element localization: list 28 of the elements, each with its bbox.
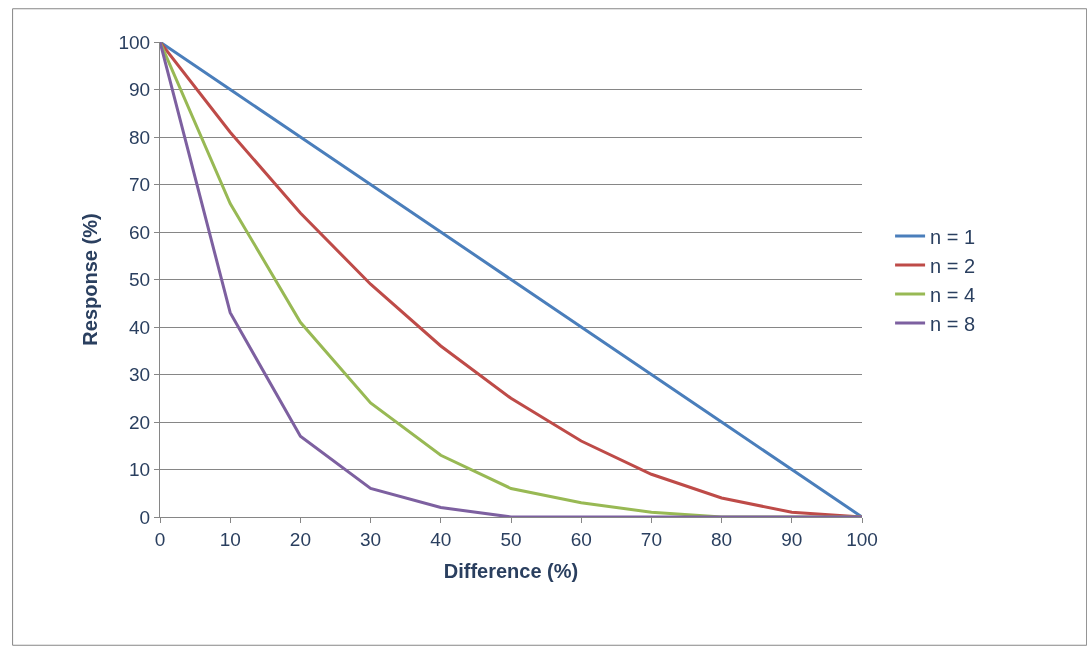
y-tick-label: 40 — [129, 316, 151, 338]
y-tick-label: 50 — [129, 269, 151, 291]
y-tick-label: 0 — [139, 506, 151, 528]
y-tick-label: 10 — [129, 459, 151, 481]
y-tick-label: 20 — [129, 411, 151, 433]
y-axis-title: Response (%) — [79, 213, 101, 346]
x-tick-label: 30 — [360, 528, 382, 550]
x-tick-label: 50 — [500, 528, 522, 550]
x-tick-label: 70 — [640, 528, 662, 550]
y-tick-label: 30 — [129, 364, 151, 386]
y-tick-label: 80 — [129, 126, 151, 148]
y-tick-label: 70 — [129, 174, 151, 196]
legend-label: n = 1 — [930, 225, 976, 248]
y-tick-label: 60 — [129, 221, 151, 243]
x-tick-label: 40 — [430, 528, 452, 550]
x-tick-label: 90 — [781, 528, 803, 550]
y-tick-label: 90 — [129, 79, 151, 101]
x-tick-label: 60 — [570, 528, 592, 550]
x-tick-label: 80 — [711, 528, 733, 550]
legend-label: n = 8 — [930, 312, 976, 335]
y-tick-label: 100 — [118, 31, 151, 53]
x-tick-label: 100 — [846, 528, 878, 550]
x-tick-label: 0 — [154, 528, 166, 550]
legend-label: n = 2 — [930, 254, 976, 277]
x-tick-label: 20 — [289, 528, 311, 550]
x-axis-title: Difference (%) — [443, 560, 579, 583]
x-tick-label: 10 — [219, 528, 241, 550]
legend-label: n = 4 — [930, 283, 976, 306]
